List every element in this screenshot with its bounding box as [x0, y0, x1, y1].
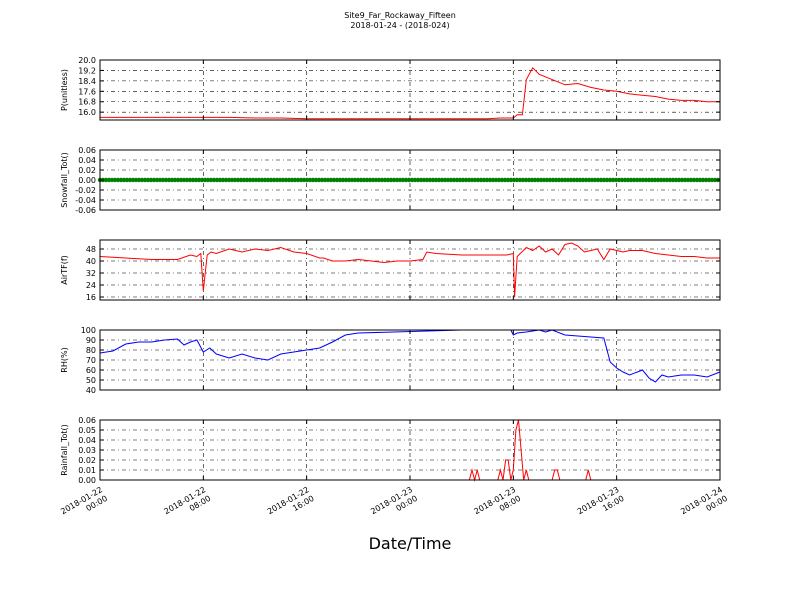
- series-line: [100, 66, 720, 120]
- y-tick-label: 32: [86, 269, 96, 278]
- x-tick-label: 2018-01-2316:00: [576, 485, 626, 525]
- y-tick-label: 19.2: [78, 66, 96, 75]
- y-tick-label: 48: [86, 245, 96, 254]
- y-tick-label: 20.0: [78, 56, 96, 65]
- panel-4: 0.060.050.040.030.020.010.00 Rainfall_Tot…: [60, 416, 721, 485]
- y-tick-label: -0.06: [75, 206, 96, 215]
- panel-1: 0.060.040.020.00-0.02-0.04-0.06 Snowfall_…: [60, 146, 721, 215]
- y-tick-label: 0.06: [78, 416, 96, 425]
- y-tick-label: -0.04: [75, 196, 96, 205]
- y-tick-label: 0.05: [78, 426, 96, 435]
- y-axis-label: AirTF(f): [60, 255, 69, 285]
- y-tick-label: 0.04: [78, 156, 96, 165]
- y-tick-label: 0.00: [78, 476, 96, 485]
- y-axis-label: RH(%): [60, 347, 69, 372]
- y-tick-label: 80: [86, 346, 96, 355]
- y-tick-label: 16: [86, 293, 96, 302]
- y-tick-label: 0.04: [78, 436, 96, 445]
- y-tick-label: 60: [86, 366, 96, 375]
- y-tick-label: 40: [86, 257, 96, 266]
- chart-subtitle: 2018-01-24 - (2018-024): [350, 21, 450, 30]
- y-tick-label: 16.0: [78, 108, 96, 117]
- y-tick-label: 100: [81, 326, 96, 335]
- y-tick-label: 24: [86, 281, 96, 290]
- x-tick-labels: 2018-01-2200:00 2018-01-2208:00 2018-01-22…: [59, 485, 729, 525]
- x-tick-label: 2018-01-2300:00: [369, 485, 419, 525]
- x-axis-label: Date/Time: [368, 534, 452, 553]
- y-tick-label: 16.8: [78, 98, 96, 107]
- y-tick-label: 40: [86, 386, 96, 395]
- y-tick-label: 0.02: [78, 166, 96, 175]
- y-tick-label: 18.4: [78, 77, 96, 86]
- y-tick-label: 50: [86, 376, 96, 385]
- y-tick-label: 0.02: [78, 456, 96, 465]
- y-tick-label: 0.01: [78, 466, 96, 475]
- y-tick-label: 70: [86, 356, 96, 365]
- x-tick-label: 2018-01-2200:00: [59, 485, 109, 525]
- y-tick-label: -0.02: [75, 186, 96, 195]
- y-axis-label: Rainfall_Tot(): [60, 424, 69, 476]
- x-tick-label: 2018-01-2208:00: [163, 485, 213, 525]
- panel-2: 48 40 32 24 16 AirTF(f): [60, 239, 721, 302]
- series-line: [99, 242, 720, 298]
- chart-title: Site9_Far_Rockaway_Fifteen: [344, 11, 456, 20]
- x-tick-label: 2018-01-2216:00: [266, 485, 316, 525]
- x-tick-label: 2018-01-2308:00: [473, 485, 523, 525]
- y-tick-label: 0.06: [78, 146, 96, 155]
- y-tick-label: 0.03: [78, 446, 96, 455]
- y-axis-label: Snowfall_Tot(): [60, 152, 69, 208]
- y-tick-label: 17.6: [78, 87, 96, 96]
- y-axis-label: P(unitless): [60, 69, 69, 111]
- y-tick-label: 90: [86, 336, 96, 345]
- series-markers: [97, 177, 721, 183]
- y-tick-label: 0.00: [78, 176, 96, 185]
- x-tick-label: 2018-01-2400:00: [679, 485, 729, 525]
- panel-0: 20.019.2 18.417.6 16.816.0 P(unitless): [60, 56, 721, 121]
